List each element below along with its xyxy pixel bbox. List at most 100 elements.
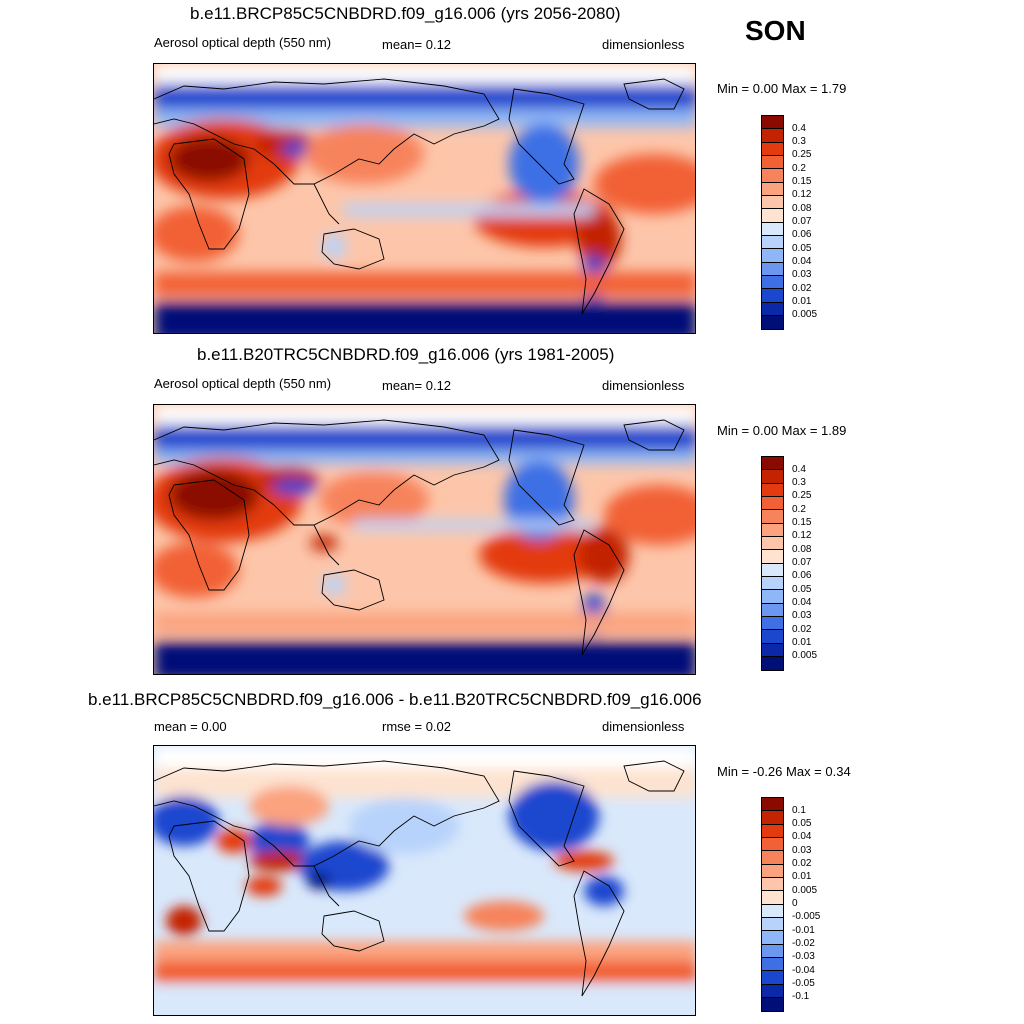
colorbar bbox=[761, 797, 784, 1013]
colorbar-tick: 0.01 bbox=[792, 871, 812, 882]
mean-label: mean = 0.00 bbox=[154, 719, 227, 734]
colorbar-swatch bbox=[762, 891, 783, 905]
colorbar-swatch bbox=[762, 496, 783, 511]
colorbar-swatch bbox=[762, 195, 783, 210]
colorbar-swatch bbox=[762, 536, 783, 551]
colorbar-tick: 0.07 bbox=[792, 216, 812, 227]
colorbar-tick: 0.15 bbox=[792, 517, 812, 528]
colorbar-tick: -0.1 bbox=[792, 991, 810, 1002]
colorbar-swatch bbox=[762, 169, 783, 183]
min-max-label: Min = -0.26 Max = 0.34 bbox=[717, 764, 851, 779]
colorbar-tick: 0.04 bbox=[792, 256, 812, 267]
colorbar-swatch bbox=[762, 315, 783, 330]
colorbar-swatch bbox=[762, 222, 783, 236]
colorbar-swatch bbox=[762, 997, 783, 1012]
colorbar-tick: -0.01 bbox=[792, 925, 815, 936]
colorbar-swatch bbox=[762, 142, 783, 156]
colorbar-tick: 0.4 bbox=[792, 464, 806, 475]
colorbar-swatch bbox=[762, 798, 783, 812]
colorbar-tick: 0.1 bbox=[792, 805, 806, 816]
aod-difference-map bbox=[153, 745, 696, 1016]
colorbar-tick: 0.04 bbox=[792, 831, 812, 842]
colorbar-tick: 0.03 bbox=[792, 610, 812, 621]
units-label: dimensionless bbox=[602, 719, 685, 734]
colorbar-tick: 0.05 bbox=[792, 243, 812, 254]
panel-title: b.e11.BRCP85C5CNBDRD.f09_g16.006 (yrs 20… bbox=[190, 4, 621, 23]
variable-label: Aerosol optical depth (550 nm) bbox=[154, 376, 332, 391]
colorbar-swatch bbox=[762, 877, 783, 892]
colorbar-tick: 0.005 bbox=[792, 650, 818, 661]
colorbar-tick: 0.2 bbox=[792, 504, 806, 515]
mean-label: mean= 0.12 bbox=[382, 37, 452, 52]
colorbar-tick: 0.06 bbox=[792, 570, 812, 581]
colorbar-swatch bbox=[762, 603, 783, 617]
colorbar-tick: 0.06 bbox=[792, 229, 812, 240]
rmse-label: rmse = 0.02 bbox=[382, 719, 452, 734]
colorbar-swatch bbox=[762, 510, 783, 524]
colorbar-swatch bbox=[762, 904, 783, 918]
colorbar-swatch bbox=[762, 590, 783, 604]
colorbar-swatch bbox=[762, 576, 783, 591]
colorbar-tick: 0 bbox=[792, 898, 798, 909]
colorbar-swatch bbox=[762, 302, 783, 316]
colorbar-swatch bbox=[762, 116, 783, 130]
panel-title: b.e11.BRCP85C5CNBDRD.f09_g16.006 - b.e11… bbox=[88, 690, 702, 709]
colorbar-swatch bbox=[762, 289, 783, 303]
colorbar-swatch bbox=[762, 155, 783, 170]
colorbar-swatch bbox=[762, 984, 783, 998]
colorbar-tick: 0.25 bbox=[792, 149, 812, 160]
colorbar-tick: 0.03 bbox=[792, 269, 812, 280]
colorbar bbox=[761, 115, 784, 331]
colorbar-tick: 0.4 bbox=[792, 123, 806, 134]
colorbar-tick: 0.005 bbox=[792, 309, 818, 320]
colorbar-swatch bbox=[762, 235, 783, 250]
colorbar-swatch bbox=[762, 917, 783, 932]
colorbar-tick: 0.2 bbox=[792, 163, 806, 174]
colorbar-swatch bbox=[762, 616, 783, 631]
colorbar-swatch bbox=[762, 249, 783, 263]
mean-label: mean= 0.12 bbox=[382, 378, 452, 393]
season-label: SON bbox=[745, 15, 806, 46]
colorbar-tick: 0.08 bbox=[792, 203, 812, 214]
colorbar-swatch bbox=[762, 656, 783, 671]
colorbar-tick: 0.02 bbox=[792, 858, 812, 869]
units-label: dimensionless bbox=[602, 378, 685, 393]
colorbar-swatch bbox=[762, 824, 783, 838]
colorbar-swatch bbox=[762, 957, 783, 972]
colorbar-tick: 0.3 bbox=[792, 136, 806, 147]
aod-map-historical bbox=[153, 404, 696, 675]
colorbar-tick: -0.05 bbox=[792, 978, 815, 989]
colorbar-tick: 0.02 bbox=[792, 624, 812, 635]
colorbar-tick: 0.25 bbox=[792, 490, 812, 501]
colorbar-swatch bbox=[762, 811, 783, 825]
colorbar-swatch bbox=[762, 209, 783, 223]
colorbar-swatch bbox=[762, 864, 783, 878]
min-max-label: Min = 0.00 Max = 1.89 bbox=[717, 423, 847, 438]
colorbar-tick: 0.01 bbox=[792, 637, 812, 648]
colorbar-tick: 0.07 bbox=[792, 557, 812, 568]
colorbar-tick: 0.005 bbox=[792, 885, 818, 896]
colorbar-tick: 0.04 bbox=[792, 597, 812, 608]
coastlines bbox=[154, 760, 685, 997]
colorbar-swatch bbox=[762, 129, 783, 143]
colorbar-swatch bbox=[762, 523, 783, 537]
colorbar-swatch bbox=[762, 851, 783, 865]
colorbar-swatch bbox=[762, 931, 783, 945]
colorbar-swatch bbox=[762, 470, 783, 484]
colorbar-tick: 0.05 bbox=[792, 584, 812, 595]
colorbar-tick: 0.12 bbox=[792, 189, 812, 200]
colorbar-swatch bbox=[762, 275, 783, 290]
colorbar-swatch bbox=[762, 483, 783, 497]
colorbar-tick: 0.02 bbox=[792, 283, 812, 294]
coastlines bbox=[154, 78, 685, 315]
colorbar-swatch bbox=[762, 630, 783, 644]
variable-label: Aerosol optical depth (550 nm) bbox=[154, 35, 332, 50]
panel-title: b.e11.B20TRC5CNBDRD.f09_g16.006 (yrs 198… bbox=[197, 345, 615, 364]
colorbar-tick: 0.15 bbox=[792, 176, 812, 187]
colorbar-tick: 0.05 bbox=[792, 818, 812, 829]
colorbar-swatch bbox=[762, 563, 783, 577]
colorbar-swatch bbox=[762, 262, 783, 276]
colorbar-tick: 0.01 bbox=[792, 296, 812, 307]
colorbar-swatch bbox=[762, 457, 783, 471]
colorbar-tick: 0.08 bbox=[792, 544, 812, 555]
